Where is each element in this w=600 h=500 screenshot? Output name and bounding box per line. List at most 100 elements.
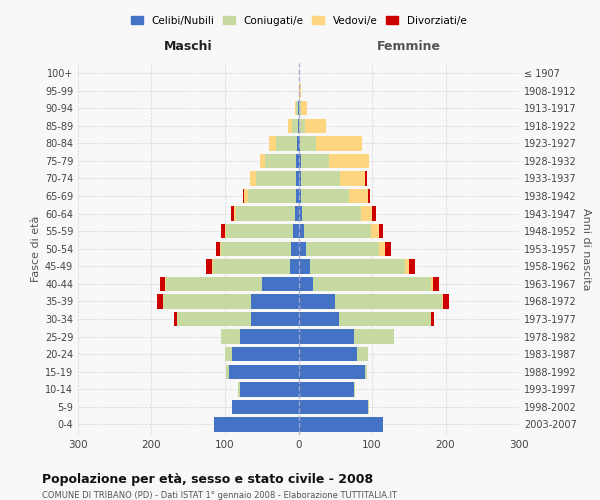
Bar (206, 259, 212, 274)
Bar (371, 224, 379, 238)
Bar (221, 330, 240, 344)
Bar (298, 118, 299, 133)
Bar (220, 242, 221, 256)
Bar (277, 136, 297, 150)
Bar (216, 242, 220, 256)
Bar (316, 136, 362, 150)
Bar (298, 101, 299, 116)
Bar (236, 206, 295, 221)
Bar (339, 312, 431, 326)
Bar (442, 294, 443, 308)
Bar (226, 364, 229, 379)
Bar (368, 400, 369, 414)
Bar (301, 101, 307, 116)
Bar (335, 294, 442, 308)
Bar (214, 418, 299, 432)
Bar (299, 330, 353, 344)
Bar (163, 294, 251, 308)
Bar (212, 259, 290, 274)
Bar (305, 118, 326, 133)
Bar (225, 347, 232, 362)
Bar (310, 259, 405, 274)
Bar (299, 84, 301, 98)
Bar (299, 101, 301, 116)
Bar (251, 312, 299, 326)
Bar (299, 276, 313, 291)
Bar (372, 206, 376, 221)
Bar (290, 259, 299, 274)
Bar (173, 312, 177, 326)
Bar (299, 382, 353, 396)
Bar (302, 206, 361, 221)
Bar (240, 382, 299, 396)
Bar (251, 294, 299, 308)
Bar (301, 172, 340, 185)
Bar (299, 172, 301, 185)
Bar (256, 172, 296, 185)
Bar (226, 224, 293, 238)
Bar (299, 206, 302, 221)
Bar (299, 418, 383, 432)
Bar (306, 242, 379, 256)
Bar (232, 347, 299, 362)
Bar (405, 259, 409, 274)
Bar (361, 206, 372, 221)
Bar (431, 312, 434, 326)
Bar (269, 136, 277, 150)
Bar (313, 276, 431, 291)
Bar (262, 276, 299, 291)
Bar (299, 189, 301, 203)
Bar (433, 276, 439, 291)
Bar (379, 224, 383, 238)
Bar (299, 312, 339, 326)
Bar (229, 364, 299, 379)
Bar (244, 189, 248, 203)
Bar (292, 118, 298, 133)
Bar (248, 189, 296, 203)
Bar (295, 101, 296, 116)
Text: Popolazione per età, sesso e stato civile - 2008: Popolazione per età, sesso e stato civil… (42, 472, 373, 486)
Bar (221, 224, 225, 238)
Bar (299, 242, 306, 256)
Bar (225, 224, 226, 238)
Bar (349, 189, 368, 203)
Bar (365, 364, 367, 379)
Bar (385, 242, 391, 256)
Text: Femmine: Femmine (377, 40, 441, 53)
Bar (353, 330, 394, 344)
Bar (160, 276, 166, 291)
Bar (365, 172, 367, 185)
Bar (379, 242, 385, 256)
Bar (358, 347, 368, 362)
Legend: Celibi/Nubili, Coniugati/e, Vedovi/e, Divorziati/e: Celibi/Nubili, Coniugati/e, Vedovi/e, Di… (131, 16, 466, 26)
Bar (242, 189, 244, 203)
Bar (240, 330, 299, 344)
Bar (296, 154, 299, 168)
Bar (304, 224, 371, 238)
Bar (299, 224, 304, 238)
Bar (265, 154, 296, 168)
Bar (301, 189, 349, 203)
Bar (299, 259, 310, 274)
Bar (297, 136, 299, 150)
Bar (293, 224, 299, 238)
Bar (301, 154, 329, 168)
Bar (288, 118, 292, 133)
Bar (299, 364, 365, 379)
Bar (409, 259, 415, 274)
Bar (177, 312, 251, 326)
Text: Maschi: Maschi (164, 40, 212, 53)
Bar (232, 400, 299, 414)
Bar (157, 294, 163, 308)
Bar (299, 154, 301, 168)
Bar (231, 206, 234, 221)
Bar (299, 294, 335, 308)
Bar (296, 189, 299, 203)
Bar (291, 242, 299, 256)
Y-axis label: Fasce di età: Fasce di età (31, 216, 41, 282)
Bar (299, 118, 305, 133)
Bar (260, 154, 265, 168)
Bar (299, 400, 368, 414)
Bar (296, 101, 298, 116)
Bar (299, 136, 300, 150)
